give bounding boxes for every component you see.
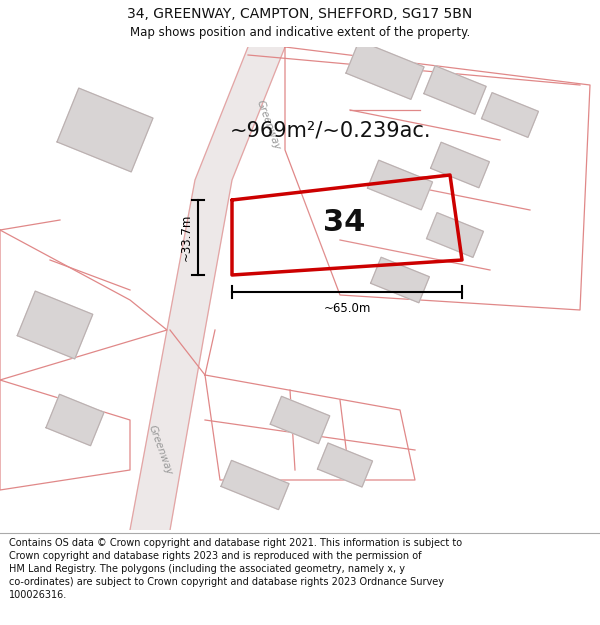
Polygon shape bbox=[221, 461, 289, 509]
Polygon shape bbox=[371, 258, 430, 302]
Polygon shape bbox=[482, 92, 538, 138]
Text: Map shows position and indicative extent of the property.: Map shows position and indicative extent… bbox=[130, 26, 470, 39]
Polygon shape bbox=[57, 88, 153, 172]
Polygon shape bbox=[46, 394, 104, 446]
Polygon shape bbox=[431, 142, 490, 188]
Text: 34, GREENWAY, CAMPTON, SHEFFORD, SG17 5BN: 34, GREENWAY, CAMPTON, SHEFFORD, SG17 5B… bbox=[127, 7, 473, 21]
Polygon shape bbox=[17, 291, 93, 359]
Text: ~65.0m: ~65.0m bbox=[323, 302, 371, 315]
Polygon shape bbox=[424, 66, 486, 114]
Polygon shape bbox=[367, 160, 433, 210]
Text: Contains OS data © Crown copyright and database right 2021. This information is : Contains OS data © Crown copyright and d… bbox=[9, 538, 462, 601]
Polygon shape bbox=[427, 213, 484, 258]
Polygon shape bbox=[317, 443, 373, 487]
Text: ~969m²/~0.239ac.: ~969m²/~0.239ac. bbox=[229, 120, 431, 140]
Text: 34: 34 bbox=[323, 208, 365, 237]
Polygon shape bbox=[270, 396, 330, 444]
Text: Greenway: Greenway bbox=[254, 99, 281, 151]
Text: ~33.7m: ~33.7m bbox=[180, 214, 193, 261]
Text: Greenway: Greenway bbox=[146, 424, 173, 476]
Polygon shape bbox=[130, 47, 285, 530]
Polygon shape bbox=[232, 175, 462, 275]
Polygon shape bbox=[346, 41, 424, 99]
